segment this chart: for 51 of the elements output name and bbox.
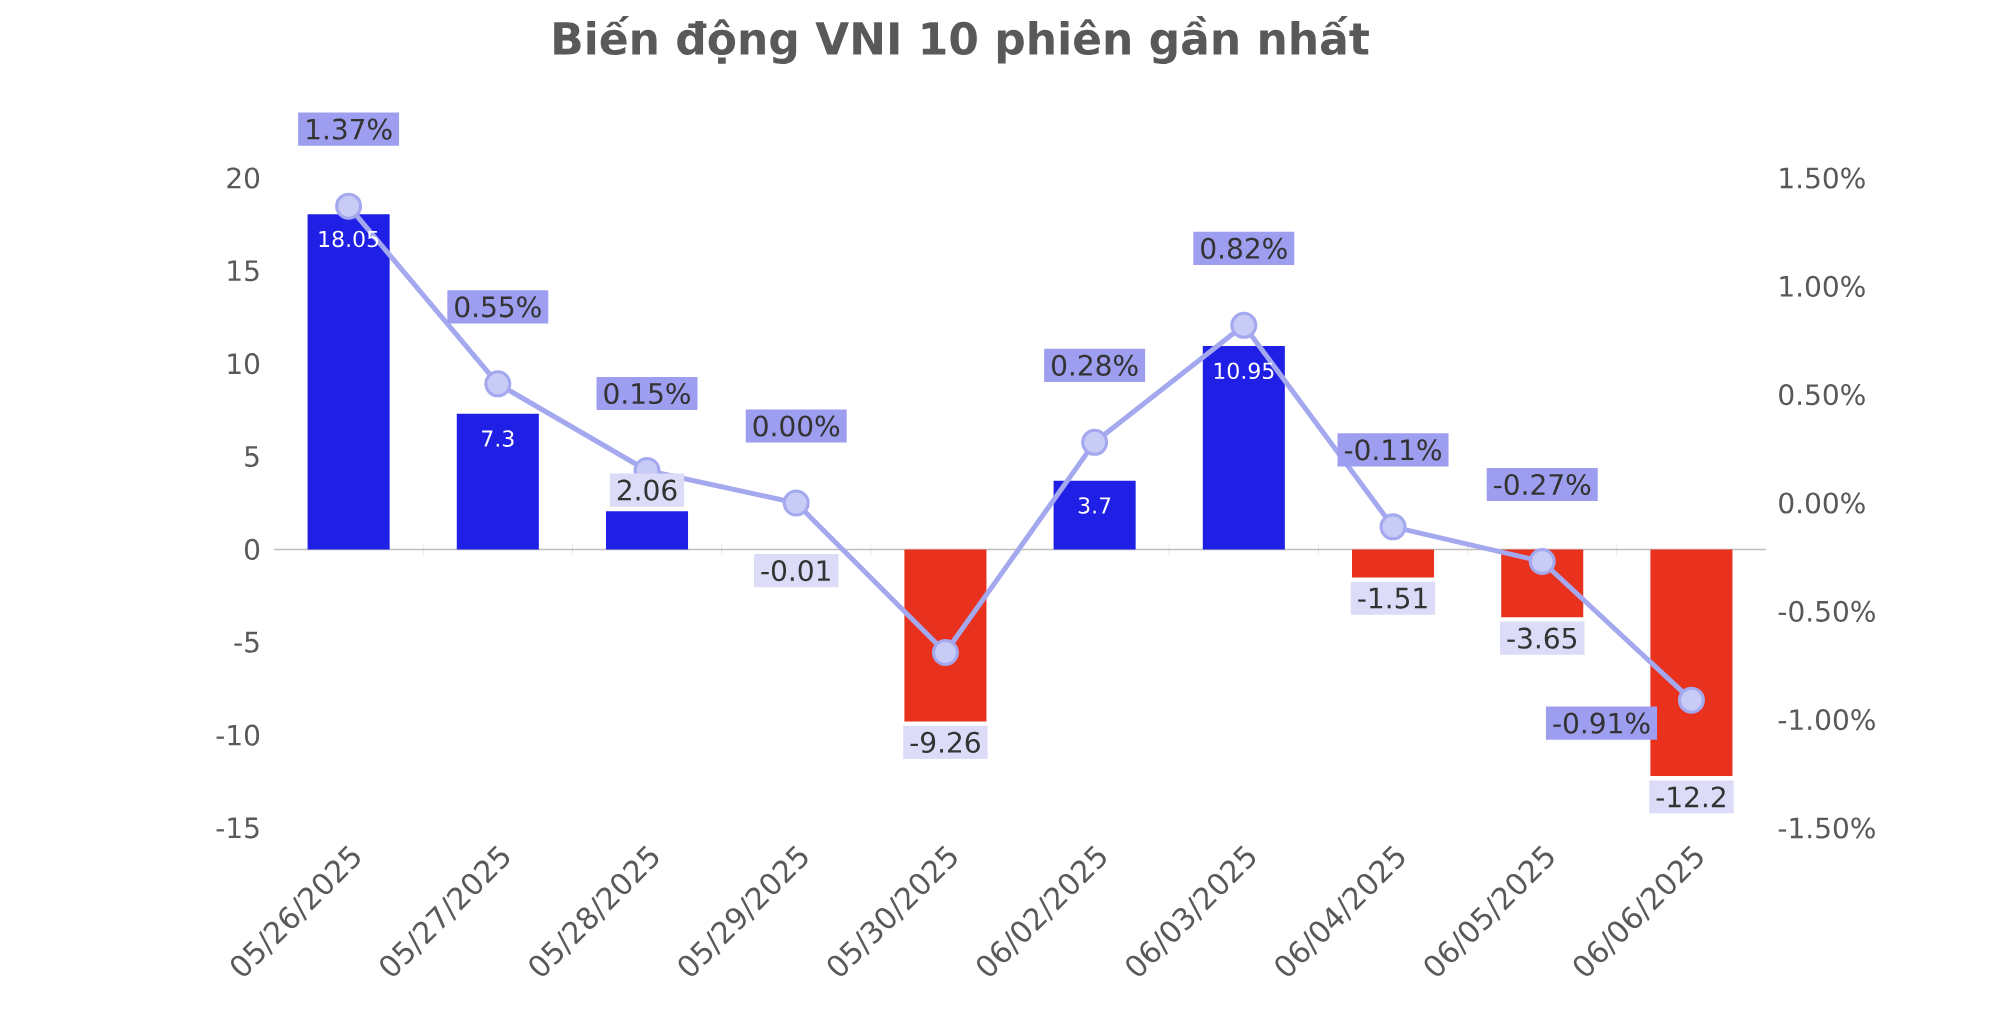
data-label: 7.3 — [482, 430, 514, 447]
data-label: -1.51 — [1358, 587, 1427, 609]
y-tick-label: 0 — [244, 538, 260, 561]
point — [335, 192, 363, 220]
bar — [1053, 480, 1136, 550]
point — [1379, 513, 1407, 541]
point — [931, 639, 959, 666]
bar — [605, 511, 689, 550]
y2-tick-label: -1.50% — [1778, 817, 1875, 839]
y2-tick-label: 0.50% — [1779, 384, 1865, 406]
y2-tick-label: 0.00% — [1779, 492, 1865, 514]
y-tick-label: -5 — [234, 631, 259, 653]
data-label: -3.65 — [1507, 627, 1576, 649]
bar — [1351, 549, 1435, 578]
y-tick-label: 5 — [245, 446, 259, 467]
data-label: -0.01 — [761, 560, 830, 582]
y-tick-label: 15 — [228, 260, 259, 282]
data-label: 0.15% — [604, 382, 690, 405]
data-label: 2.06 — [617, 479, 677, 501]
data-label: 0.28% — [1052, 354, 1138, 376]
y-tick-label: 10 — [228, 353, 260, 375]
data-label: 10.95 — [1214, 362, 1274, 380]
bar — [1650, 549, 1733, 776]
chart-title: Biến động VNI 10 phiên gần nhất — [554, 16, 1369, 64]
point — [484, 370, 512, 398]
data-label: 1.37% — [307, 118, 392, 140]
point — [1081, 428, 1109, 456]
y-tick-label: -15 — [216, 817, 259, 839]
y2-tick-label: 1.50% — [1780, 167, 1865, 189]
data-label: -9.26 — [910, 731, 980, 753]
point — [1677, 686, 1705, 714]
data-label: -0.27% — [1494, 473, 1591, 496]
y2-tick-label: -0.50% — [1778, 600, 1875, 622]
y2-tick-label: 1.00% — [1780, 275, 1865, 297]
bar — [1202, 346, 1285, 550]
point — [782, 489, 810, 517]
data-label: -12.2 — [1656, 786, 1725, 808]
point — [1528, 548, 1556, 575]
bar — [456, 413, 539, 550]
data-label: 0.82% — [1201, 237, 1287, 259]
y-tick-label: -10 — [216, 724, 260, 746]
data-label: -0.11% — [1344, 439, 1441, 461]
bar — [904, 549, 987, 722]
data-label: -0.91% — [1553, 712, 1650, 734]
data-label: 0.55% — [455, 296, 541, 318]
data-label: 0.00% — [753, 415, 840, 437]
y2-tick-label: -1.00% — [1778, 709, 1875, 731]
data-label: 3.7 — [1078, 497, 1111, 514]
point — [1230, 311, 1258, 339]
y-tick-label: 20 — [227, 167, 260, 189]
bar — [307, 214, 390, 550]
